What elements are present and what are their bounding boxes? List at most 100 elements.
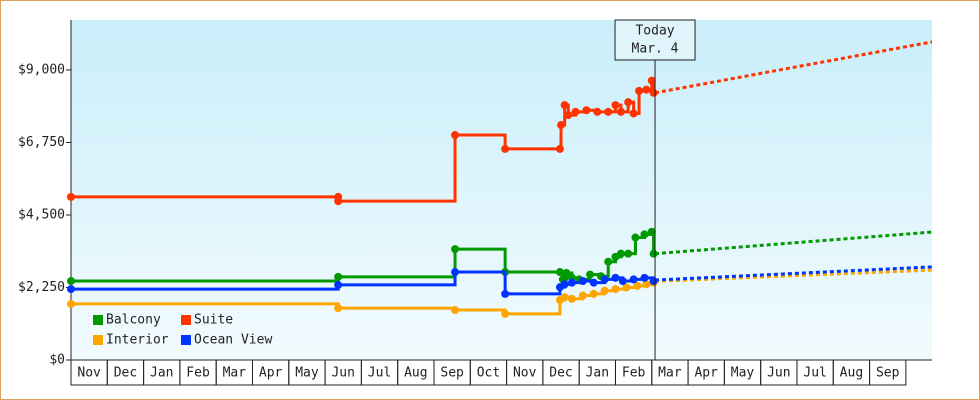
price-point [67, 285, 75, 294]
x-tick-label: Dec [114, 366, 137, 381]
x-tick-label: Apr [259, 366, 283, 381]
x-tick-label: Feb [186, 366, 210, 381]
price-point [604, 107, 613, 116]
price-point [629, 275, 638, 284]
price-point [600, 275, 609, 284]
price-point [334, 272, 343, 281]
price-point [567, 294, 576, 303]
price-point [589, 278, 598, 287]
x-tick-label: Jan [586, 366, 609, 381]
price-point [616, 107, 625, 116]
price-point [649, 88, 658, 97]
y-tick-label: $9,000 [18, 62, 65, 77]
price-point [640, 230, 649, 239]
x-tick-label: Mar [223, 366, 247, 381]
forecast-line [654, 230, 933, 256]
price-point [624, 98, 633, 107]
price-point [604, 257, 613, 266]
price-point [557, 121, 566, 130]
legend-label: Interior [106, 333, 169, 348]
price-point [589, 289, 598, 298]
y-tick-label: $0 [49, 353, 65, 368]
price-point [611, 285, 620, 294]
x-tick-label: Nov [513, 366, 537, 381]
legend-swatch [181, 335, 191, 345]
x-tick-label: Nov [77, 366, 101, 381]
price-point [622, 283, 631, 292]
x-tick-label: Mar [658, 366, 682, 381]
price-point [555, 268, 564, 277]
x-tick-label: Oct [477, 366, 500, 381]
price-point [564, 111, 573, 120]
price-point [334, 197, 343, 206]
price-point [451, 131, 460, 140]
x-tick-label: May [731, 366, 755, 381]
price-point [616, 249, 625, 258]
x-tick-label: Jul [803, 366, 826, 381]
price-point [611, 273, 620, 282]
price-point [642, 85, 651, 94]
price-point [451, 245, 460, 254]
price-point [560, 101, 569, 110]
price-point [611, 101, 620, 110]
x-tick-box [869, 359, 907, 386]
price-point [501, 144, 510, 153]
x-tick-label: Aug [404, 366, 427, 381]
price-point [642, 280, 651, 289]
legend-label: Ocean View [194, 333, 272, 348]
price-point [562, 268, 571, 277]
y-tick-label: $2,250 [18, 280, 65, 295]
price-point [582, 106, 591, 115]
x-tick-label: Feb [622, 366, 646, 381]
price-point [586, 270, 595, 279]
y-tick-label: $6,750 [18, 135, 65, 150]
legend-swatch [181, 315, 191, 325]
price-point [334, 280, 343, 289]
price-point [624, 249, 633, 258]
price-point [555, 144, 564, 153]
price-point [451, 306, 460, 315]
legend-swatch [93, 315, 103, 325]
price-point [635, 86, 644, 95]
legend-label: Balcony [106, 313, 161, 328]
price-point [631, 233, 640, 242]
price-point [67, 277, 75, 286]
price-point [67, 192, 75, 201]
price-point [647, 76, 656, 85]
price-point [567, 278, 576, 287]
x-tick-label: Dec [549, 366, 572, 381]
price-point [618, 277, 627, 286]
price-point [571, 107, 580, 116]
x-tick-label: Aug [840, 366, 863, 381]
price-point [647, 227, 656, 236]
forecast-line [654, 265, 933, 282]
price-point [629, 109, 638, 118]
price-point [560, 293, 569, 302]
price-point [67, 299, 75, 308]
legend-label: Suite [194, 313, 233, 328]
price-point [334, 304, 343, 313]
forecast-line [654, 40, 933, 95]
price-point [649, 249, 658, 258]
x-tick-label: Sep [876, 366, 900, 381]
price-point [451, 268, 460, 277]
x-tick-label: Sep [440, 366, 464, 381]
today-box [614, 19, 696, 61]
today-label: Today [635, 24, 674, 39]
price-point [560, 280, 569, 289]
price-point [501, 309, 510, 318]
price-point [633, 281, 642, 290]
today-label: Mar. 4 [632, 42, 679, 57]
price-point [640, 273, 649, 282]
x-tick-label: Jan [150, 366, 173, 381]
x-tick-label: Apr [694, 366, 718, 381]
x-tick-label: Jun [767, 366, 790, 381]
x-tick-label: May [295, 366, 319, 381]
price-point [578, 277, 587, 286]
price-point [501, 289, 510, 298]
price-point [578, 291, 587, 300]
x-tick-label: Jul [368, 366, 391, 381]
legend-swatch [93, 335, 103, 345]
y-tick-label: $4,500 [18, 207, 65, 222]
